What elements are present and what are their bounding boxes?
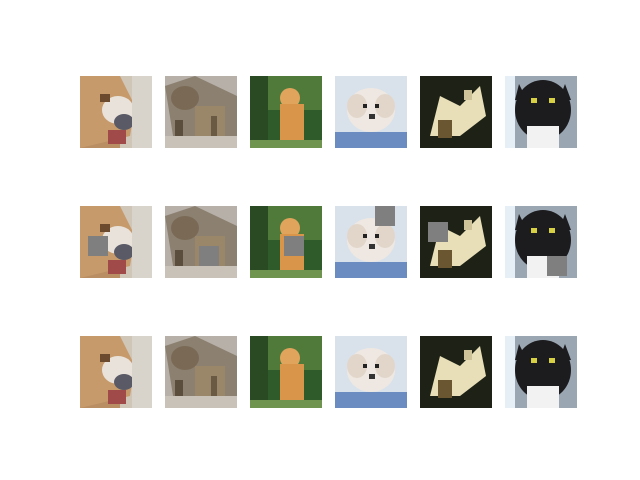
- image-cat-jumping-masked: [420, 206, 492, 278]
- image-cat-tabby-reconstructed: [165, 336, 237, 408]
- row-masked: [0, 206, 640, 278]
- mask-patch: [88, 236, 108, 256]
- image-cat-jumping: [420, 76, 492, 148]
- image-puppy-white-reconstructed: [335, 336, 407, 408]
- image-cat-jumping-reconstructed: [420, 336, 492, 408]
- image-cat-black: [505, 76, 577, 148]
- mask-patch: [547, 256, 567, 276]
- image-cat-tabby: [165, 76, 237, 148]
- image-dog-tan-reconstructed: [80, 336, 152, 408]
- image-cat-orange-reconstructed: [250, 336, 322, 408]
- image-dog-tan-masked: [80, 206, 152, 278]
- row-original: [0, 76, 640, 148]
- image-puppy-white-masked: [335, 206, 407, 278]
- mask-patch: [428, 222, 448, 242]
- image-cat-orange-masked: [250, 206, 322, 278]
- image-cat-tabby-masked: [165, 206, 237, 278]
- image-puppy-white: [335, 76, 407, 148]
- image-cat-black-reconstructed: [505, 336, 577, 408]
- row-reconstructed: [0, 336, 640, 408]
- image-cat-black-masked: [505, 206, 577, 278]
- mask-patch: [375, 206, 395, 226]
- image-cat-orange: [250, 76, 322, 148]
- mask-patch: [284, 236, 304, 256]
- mask-patch: [199, 246, 219, 266]
- image-dog-tan: [80, 76, 152, 148]
